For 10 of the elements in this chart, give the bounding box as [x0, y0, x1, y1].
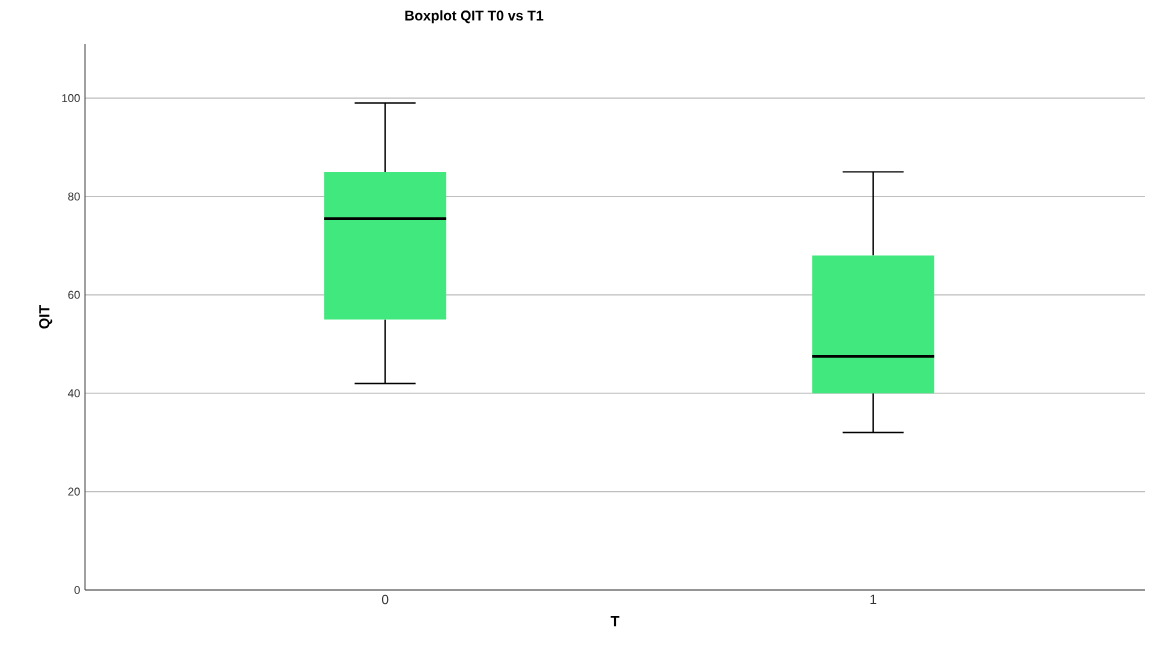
x-axis-title: T — [610, 616, 620, 627]
y-tick-label: 20 — [68, 487, 80, 496]
y-axis-title: QIT — [39, 304, 53, 329]
y-tick-label: 40 — [67, 389, 80, 398]
x-tick-label: 1 — [870, 594, 877, 604]
y-tick-label: 80 — [68, 192, 80, 201]
y-tick-label: 100 — [62, 94, 80, 103]
chart-title: Boxplot QIT T0 vs T1 — [405, 10, 544, 24]
y-tick-label: 60 — [68, 290, 80, 299]
y-tick-label: 0 — [74, 586, 80, 595]
